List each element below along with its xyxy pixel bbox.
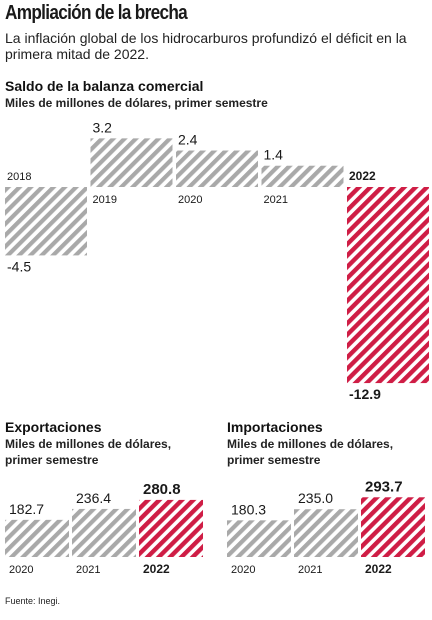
exports-year-label-2020: 2020	[9, 564, 33, 576]
exports-bar-2021	[72, 508, 136, 557]
balance-bar-2022	[347, 187, 429, 384]
exports-value-label-2022: 280.8	[143, 481, 181, 498]
exports-chart-title: Exportaciones	[5, 419, 102, 435]
balance-year-label-2018: 2018	[7, 171, 31, 183]
imports-year-label-2022: 2022	[365, 562, 392, 576]
balance-chart-title: Saldo de la balanza comercial	[5, 78, 204, 94]
imports-chart-title: Importaciones	[227, 419, 323, 435]
exports-bar-2020	[5, 519, 69, 557]
imports-value-label-2022: 293.7	[365, 478, 403, 495]
imports-year-label-2020: 2020	[231, 564, 255, 576]
imports-bar-2020	[227, 520, 291, 557]
balance-year-label-2022: 2022	[349, 169, 376, 183]
page-title: Ampliación de la brecha	[5, 2, 188, 24]
imports-chart-subtitle-1: Miles de millones de dólares,	[227, 437, 394, 451]
balance-year-label-2020: 2020	[178, 194, 202, 206]
exports-chart-subtitle-2: primer semestre	[5, 453, 99, 467]
balance-value-label-2019: 3.2	[93, 119, 113, 135]
exports-year-label-2021: 2021	[76, 564, 100, 576]
imports-bar-2021	[294, 509, 358, 557]
balance-bar-2018	[5, 187, 87, 256]
balance-value-label-2022: -12.9	[349, 386, 381, 402]
exports-value-label-2020: 182.7	[9, 501, 44, 517]
exports-year-label-2022: 2022	[143, 562, 170, 576]
page-subtitle: La inflación global de los hidrocarburos…	[5, 30, 407, 62]
balance-value-label-2018: -4.5	[7, 258, 31, 274]
balance-year-label-2019: 2019	[93, 194, 117, 206]
exports-chart-subtitle-1: Miles de millones de dólares,	[5, 437, 172, 451]
exports-bar-2022	[139, 499, 203, 557]
imports-bar-2022	[361, 497, 425, 557]
imports-value-label-2020: 180.3	[231, 501, 266, 517]
imports-chart-subtitle-2: primer semestre	[227, 453, 321, 467]
balance-bar-2019	[90, 138, 173, 187]
balance-chart-subtitle: Miles de millones de dólares, primer sem…	[5, 96, 268, 110]
balance-year-label-2021: 2021	[264, 194, 288, 206]
balance-value-label-2020: 2.4	[178, 132, 198, 148]
imports-value-label-2021: 235.0	[298, 490, 333, 506]
balance-value-label-2021: 1.4	[264, 147, 284, 163]
imports-year-label-2021: 2021	[298, 564, 322, 576]
balance-bar-2020	[176, 150, 258, 187]
source-note: Fuente: Inegi.	[5, 596, 61, 606]
balance-bar-2021	[261, 165, 344, 187]
exports-value-label-2021: 236.4	[76, 490, 111, 506]
